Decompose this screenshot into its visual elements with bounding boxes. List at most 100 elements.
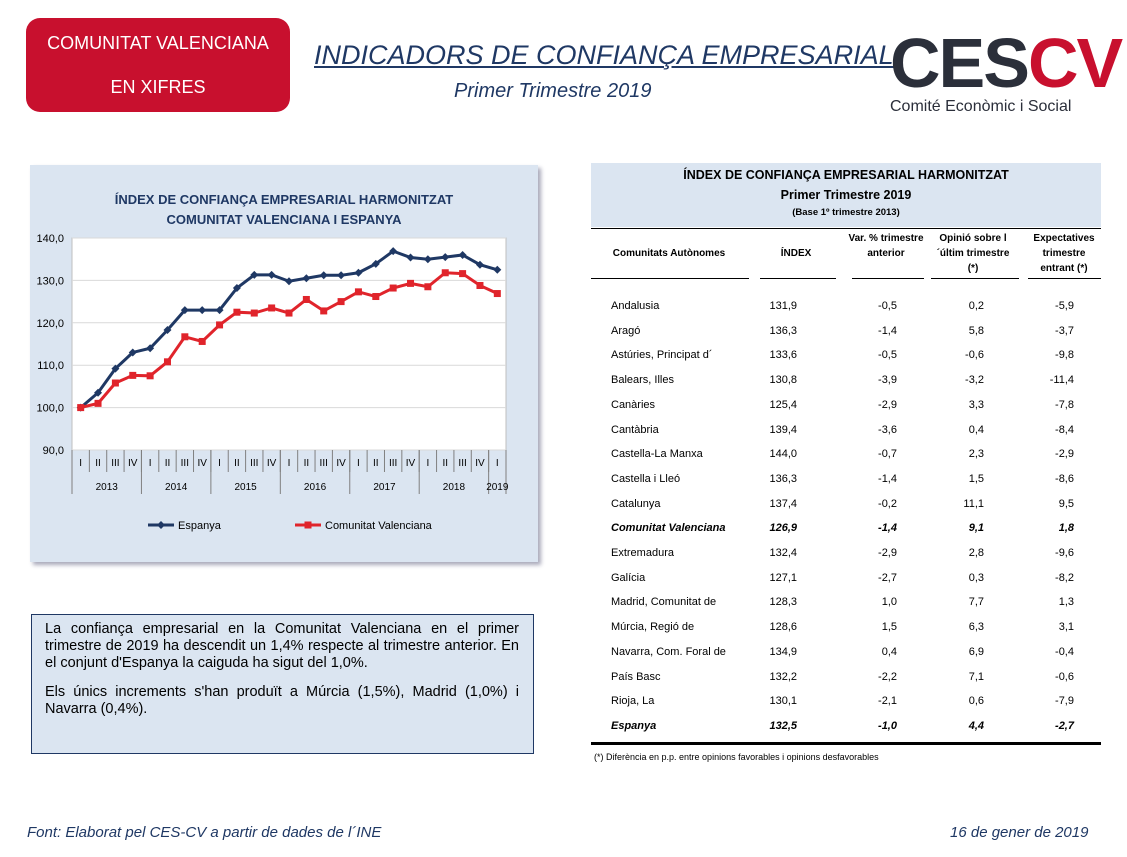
- row-expectations-value: -3,7: [1055, 324, 1074, 337]
- data-point-comunitat-valenciana: [285, 309, 293, 317]
- row-variation-value: -0,5: [878, 349, 897, 362]
- row-variation-value: -1,4: [878, 522, 897, 535]
- data-point-comunitat-valenciana: [129, 371, 137, 379]
- data-point-comunitat-valenciana: [94, 399, 102, 407]
- row-expectations-value: 1,3: [1058, 596, 1074, 609]
- row-opinion-value: 6,9: [968, 645, 984, 658]
- table-subtitle: Primer Trimestre 2019: [780, 188, 912, 202]
- column-header-variation: Var. % trimestre anterior: [848, 233, 924, 259]
- quarter-label: I: [79, 458, 82, 469]
- row-opinion-value: 7,7: [968, 596, 984, 609]
- row-variation-value: -1,4: [878, 324, 897, 337]
- table-row: Balears, Illes 130,8 -3,9 -3,2 -11,4: [591, 374, 1101, 392]
- table-row: Aragó 136,3 -1,4 5,8 -3,7: [591, 325, 1101, 343]
- quarter-label: III: [250, 458, 258, 469]
- quarter-label: IV: [336, 458, 346, 469]
- year-label: 2016: [304, 482, 327, 493]
- summary-paragraph-2: Els únics increments s'han produït a Múr…: [45, 684, 519, 717]
- year-label: 2017: [373, 482, 396, 493]
- quarter-label: III: [389, 458, 397, 469]
- source-note: Font: Elaborat pel CES-CV a partir de da…: [27, 824, 382, 841]
- row-variation-value: -0,5: [878, 300, 897, 312]
- row-variation-value: 1,0: [881, 596, 897, 609]
- row-opinion-value: 2,3: [968, 448, 984, 461]
- legend-marker: [157, 521, 165, 529]
- table-footnote: (*) Diferència en p.p. entre opinions fa…: [594, 752, 879, 762]
- table-row: Navarra, Com. Foral de 134,9 0,4 6,9 -0,4: [591, 646, 1101, 664]
- data-point-espanya: [406, 253, 415, 262]
- row-opinion-value: 0,2: [968, 300, 984, 312]
- row-expectations-value: -7,8: [1055, 398, 1074, 411]
- legend-label: Comunitat Valenciana: [325, 520, 433, 532]
- row-variation-value: -2,1: [878, 695, 897, 708]
- data-point-espanya: [215, 306, 224, 315]
- row-region-name: Múrcia, Regió de: [611, 621, 695, 634]
- quarter-label: III: [111, 458, 119, 469]
- quarter-label: I: [426, 458, 429, 469]
- y-tick-label: 110,0: [37, 360, 64, 372]
- data-point-espanya: [475, 260, 484, 269]
- data-point-comunitat-valenciana: [389, 284, 397, 292]
- row-index-value: 128,3: [769, 596, 797, 609]
- row-index-value: 126,9: [769, 522, 797, 535]
- data-point-espanya: [337, 271, 346, 280]
- row-variation-value: -3,6: [878, 423, 897, 436]
- row-expectations-value: -2,7: [1055, 719, 1074, 732]
- data-point-espanya: [94, 388, 103, 397]
- row-region-name: Extremadura: [611, 547, 674, 559]
- row-region-name: Castella i Lleó: [611, 472, 681, 485]
- row-index-value: 139,4: [769, 423, 797, 436]
- row-region-name: País Basc: [611, 670, 661, 683]
- column-header-expectations: Expectatives trimestre entrant (*): [1033, 233, 1095, 274]
- year-label: 2019: [486, 482, 509, 493]
- quarter-label: IV: [267, 458, 277, 469]
- table-base: (Base 1º trimestre 2013): [792, 207, 900, 218]
- quarter-label: I: [496, 458, 499, 469]
- row-region-name: Castella-La Manxa: [611, 448, 703, 461]
- y-tick-label: 90,0: [43, 445, 64, 457]
- row-opinion-value: 7,1: [968, 670, 984, 683]
- table-header: ÍNDEX DE CONFIANÇA EMPRESARIAL HARMONITZ…: [591, 163, 1101, 227]
- chart-subtitle: COMUNITAT VALENCIANA I ESPANYA: [166, 212, 402, 227]
- row-expectations-value: -0,6: [1055, 670, 1074, 683]
- row-expectations-value: -8,4: [1055, 423, 1074, 436]
- header-rule-region: [591, 278, 749, 279]
- row-region-name: Andalusia: [611, 300, 660, 312]
- row-expectations-value: -9,8: [1055, 349, 1074, 362]
- data-point-espanya: [180, 306, 189, 315]
- header-rule-opinion: [931, 278, 1019, 279]
- row-index-value: 132,4: [769, 547, 797, 559]
- row-variation-value: -2,9: [878, 398, 897, 411]
- row-expectations-value: -9,6: [1055, 547, 1074, 559]
- data-point-espanya: [250, 270, 259, 279]
- data-point-comunitat-valenciana: [77, 404, 85, 412]
- row-index-value: 136,3: [769, 324, 797, 337]
- quarter-label: II: [234, 458, 240, 469]
- data-point-comunitat-valenciana: [407, 279, 415, 287]
- badge-line-2: EN XIFRES: [110, 77, 206, 97]
- page-subtitle: Primer Trimestre 2019: [454, 80, 652, 102]
- year-label: 2014: [165, 482, 188, 493]
- table-bottom-rule: [591, 742, 1101, 745]
- data-point-comunitat-valenciana: [337, 298, 345, 306]
- publication-date: 16 de gener de 2019: [950, 824, 1089, 841]
- data-point-comunitat-valenciana: [233, 308, 241, 316]
- row-opinion-value: 4,4: [968, 719, 984, 732]
- row-opinion-value: 2,8: [968, 547, 984, 559]
- row-index-value: 131,9: [769, 300, 797, 312]
- quarter-label: I: [357, 458, 360, 469]
- row-expectations-value: -8,6: [1055, 472, 1074, 485]
- legend-label: Espanya: [178, 520, 222, 532]
- data-point-comunitat-valenciana: [146, 372, 154, 380]
- row-region-name: Navarra, Com. Foral de: [611, 645, 726, 658]
- data-point-espanya: [389, 247, 398, 256]
- y-tick-label: 100,0: [36, 403, 64, 415]
- header-rule-variation: [852, 278, 924, 279]
- quarter-label: I: [288, 458, 291, 469]
- chart-title: ÍNDEX DE CONFIANÇA EMPRESARIAL HARMONITZ…: [114, 192, 454, 207]
- table-row: Astúries, Principat d´ 133,6 -0,5 -0,6 -9,8: [591, 349, 1101, 367]
- y-tick-label: 130,0: [36, 275, 64, 287]
- row-expectations-value: -7,9: [1055, 695, 1074, 708]
- table-title: ÍNDEX DE CONFIANÇA EMPRESARIAL HARMONITZ…: [683, 168, 1009, 182]
- data-point-espanya: [111, 364, 120, 373]
